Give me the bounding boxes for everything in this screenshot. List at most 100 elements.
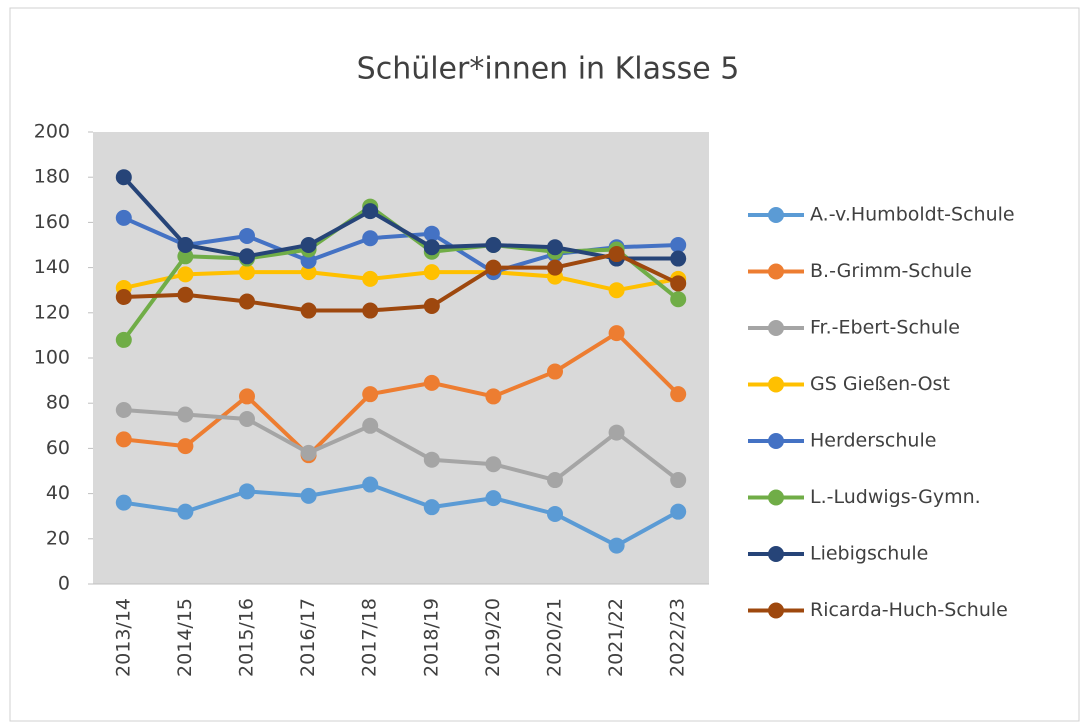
series-line <box>123 407 680 483</box>
data-point <box>423 374 440 391</box>
data-point <box>300 264 317 281</box>
data-point <box>608 246 625 263</box>
y-tick-label: 0 <box>58 573 70 595</box>
data-point <box>423 225 440 242</box>
data-point <box>362 230 379 247</box>
data-point <box>177 503 194 520</box>
data-point <box>115 431 132 448</box>
x-tick-label: 2016/17 <box>297 598 319 677</box>
legend-label: Herderschule <box>810 430 936 452</box>
legend-label: B.-Grimm-Schule <box>810 260 972 282</box>
data-point <box>362 270 379 287</box>
legend-marker <box>768 320 784 336</box>
x-tick-label: 2015/16 <box>236 598 258 677</box>
data-point <box>670 291 687 308</box>
data-point <box>177 248 194 265</box>
chart-title: Schüler*innen in Klasse 5 <box>357 52 740 87</box>
x-tick-label: 2013/14 <box>112 598 134 677</box>
data-point <box>300 444 317 461</box>
y-tick-label: 60 <box>46 437 70 459</box>
data-point <box>547 363 563 380</box>
x-tick-label: 2018/19 <box>420 598 442 677</box>
data-point <box>670 472 687 489</box>
x-tick-label: 2022/23 <box>667 598 689 677</box>
y-tick-label: 80 <box>46 392 70 414</box>
data-point <box>423 298 440 315</box>
y-tick-label: 140 <box>34 256 70 278</box>
data-point <box>608 537 625 554</box>
data-point <box>485 490 502 507</box>
data-point <box>670 275 687 292</box>
y-tick-label: 200 <box>34 121 70 143</box>
data-point <box>239 483 255 500</box>
data-point <box>177 406 194 423</box>
series-line <box>123 482 680 548</box>
legend-marker <box>768 489 784 506</box>
data-point <box>362 386 379 403</box>
series-line <box>123 331 680 458</box>
data-point <box>362 476 379 493</box>
legend-label: GS Gießen-Ost <box>810 373 950 395</box>
data-point <box>670 237 687 253</box>
data-point <box>115 331 132 348</box>
data-point <box>485 259 502 276</box>
data-point <box>485 237 502 253</box>
data-point <box>300 302 317 319</box>
data-point <box>362 203 379 220</box>
legend-marker <box>768 602 784 619</box>
legend-marker <box>768 433 784 449</box>
data-point <box>608 325 625 342</box>
data-point <box>547 239 563 256</box>
data-point <box>423 499 440 516</box>
data-point <box>423 264 440 281</box>
data-point <box>547 472 563 489</box>
legend-label: A.-v.Humboldt-Schule <box>810 204 1015 226</box>
data-point <box>670 503 687 520</box>
data-point <box>547 505 563 522</box>
legend-label: Liebigschule <box>810 543 928 565</box>
data-point <box>115 494 132 511</box>
data-point <box>177 286 194 303</box>
legend-label: Ricarda-Huch-Schule <box>810 599 1008 621</box>
y-tick-label: 120 <box>34 301 70 323</box>
data-point <box>239 388 255 405</box>
data-point <box>608 282 625 299</box>
data-point <box>115 288 132 305</box>
x-tick-label: 2014/15 <box>174 598 196 677</box>
data-point <box>670 386 687 403</box>
data-point <box>300 252 317 269</box>
data-point <box>239 293 255 310</box>
data-point <box>362 302 379 319</box>
y-tick-label: 160 <box>34 211 70 233</box>
legend-marker <box>768 207 784 223</box>
y-tick-label: 40 <box>46 482 70 504</box>
data-point <box>608 424 625 441</box>
data-point <box>177 266 194 283</box>
series-line <box>123 270 679 293</box>
data-point <box>239 264 255 281</box>
legend-marker <box>768 546 784 562</box>
legend-marker <box>768 263 784 280</box>
legend-label: L.-Ludwigs-Gymn. <box>810 486 981 508</box>
y-tick-label: 100 <box>34 347 70 369</box>
x-tick-label: 2021/22 <box>605 598 627 677</box>
series-line <box>123 252 680 313</box>
data-point <box>423 239 440 256</box>
data-point <box>547 259 563 276</box>
x-tick-label: 2019/20 <box>482 598 504 677</box>
data-point <box>115 209 132 226</box>
data-point <box>485 456 502 473</box>
data-point <box>485 388 502 405</box>
data-point <box>423 451 440 468</box>
data-point <box>362 417 379 434</box>
x-tick-label: 2020/21 <box>544 598 566 677</box>
data-point <box>115 169 132 186</box>
data-point <box>115 401 132 418</box>
legend-label: Fr.-Ebert-Schule <box>810 317 960 339</box>
data-point <box>670 250 687 267</box>
series-line <box>122 175 679 261</box>
x-tick-label: 2017/18 <box>359 598 381 677</box>
data-point <box>300 487 317 504</box>
y-tick-label: 20 <box>46 527 70 549</box>
